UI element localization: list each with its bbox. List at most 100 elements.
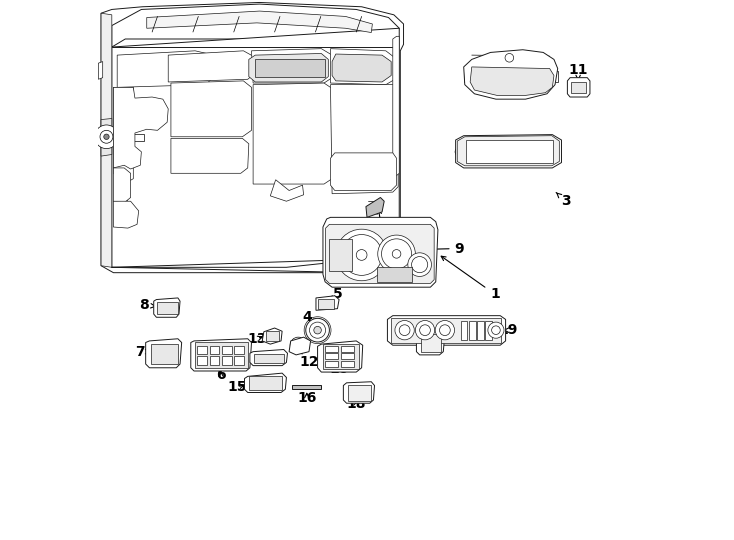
Bar: [260, 90, 270, 98]
Bar: [280, 131, 294, 141]
Polygon shape: [147, 11, 372, 32]
Bar: [151, 347, 161, 360]
Bar: [136, 99, 152, 109]
Bar: [214, 108, 230, 113]
Bar: [158, 302, 178, 314]
Circle shape: [290, 337, 306, 353]
Text: 1: 1: [441, 256, 500, 301]
Polygon shape: [330, 49, 395, 85]
Bar: [374, 119, 390, 131]
Circle shape: [103, 134, 109, 139]
Polygon shape: [101, 118, 112, 156]
Polygon shape: [318, 341, 363, 372]
Text: 8: 8: [139, 298, 155, 312]
Polygon shape: [145, 339, 181, 368]
Bar: [115, 180, 128, 190]
Polygon shape: [98, 62, 103, 79]
Polygon shape: [117, 51, 214, 87]
Bar: [115, 192, 128, 200]
Text: 14: 14: [233, 350, 252, 364]
Circle shape: [100, 130, 113, 143]
Bar: [571, 82, 586, 93]
Circle shape: [95, 125, 118, 148]
Bar: [320, 301, 325, 307]
Polygon shape: [289, 337, 310, 355]
Bar: [550, 71, 558, 82]
Polygon shape: [366, 198, 384, 218]
Circle shape: [192, 105, 203, 115]
Bar: [398, 246, 412, 255]
Text: 18: 18: [346, 397, 366, 411]
Circle shape: [336, 229, 388, 281]
Polygon shape: [153, 298, 180, 318]
Circle shape: [188, 100, 208, 119]
Polygon shape: [262, 328, 282, 344]
Polygon shape: [171, 81, 252, 137]
Polygon shape: [249, 53, 328, 82]
Bar: [341, 346, 354, 352]
Circle shape: [399, 279, 401, 281]
Circle shape: [382, 239, 412, 269]
Text: 2: 2: [507, 63, 517, 77]
Circle shape: [388, 274, 390, 276]
Circle shape: [378, 274, 380, 276]
Text: 5: 5: [330, 287, 342, 301]
Bar: [400, 247, 410, 254]
Bar: [159, 304, 167, 310]
Bar: [364, 54, 378, 77]
Bar: [234, 346, 244, 354]
Polygon shape: [316, 296, 339, 310]
Bar: [176, 142, 244, 168]
Bar: [257, 119, 327, 146]
Polygon shape: [112, 4, 399, 47]
Bar: [137, 117, 150, 125]
Polygon shape: [168, 51, 254, 82]
Bar: [178, 66, 189, 76]
Polygon shape: [344, 382, 374, 403]
Bar: [192, 66, 204, 76]
Polygon shape: [101, 13, 112, 267]
Bar: [348, 385, 371, 401]
Polygon shape: [252, 49, 332, 83]
Bar: [222, 346, 232, 354]
Circle shape: [435, 321, 454, 340]
Polygon shape: [416, 329, 445, 355]
Polygon shape: [396, 244, 418, 256]
Circle shape: [383, 279, 385, 281]
Bar: [256, 355, 268, 362]
Bar: [151, 343, 178, 364]
Bar: [318, 299, 334, 309]
Polygon shape: [250, 349, 288, 366]
Polygon shape: [253, 83, 332, 184]
Bar: [197, 356, 207, 365]
Circle shape: [163, 349, 172, 357]
Bar: [257, 151, 327, 173]
Text: 13: 13: [247, 332, 266, 346]
Bar: [377, 267, 412, 282]
Bar: [280, 154, 294, 164]
Text: 19: 19: [498, 323, 517, 337]
Circle shape: [306, 319, 330, 342]
Polygon shape: [330, 153, 396, 191]
Circle shape: [420, 325, 430, 335]
Polygon shape: [470, 67, 554, 96]
Circle shape: [388, 279, 390, 281]
Bar: [341, 353, 354, 359]
Text: 11: 11: [568, 63, 588, 80]
Bar: [249, 376, 282, 390]
Polygon shape: [323, 218, 438, 287]
Circle shape: [310, 322, 326, 338]
Text: 10: 10: [330, 362, 349, 376]
Bar: [362, 158, 375, 184]
Text: 17: 17: [424, 334, 454, 348]
Bar: [341, 361, 354, 367]
Bar: [325, 361, 338, 367]
Text: 7: 7: [136, 345, 150, 359]
Polygon shape: [567, 78, 590, 97]
Text: 9: 9: [419, 241, 464, 255]
Bar: [176, 90, 245, 131]
Polygon shape: [332, 54, 391, 82]
Bar: [356, 119, 371, 131]
Bar: [264, 154, 277, 164]
Bar: [254, 354, 284, 363]
